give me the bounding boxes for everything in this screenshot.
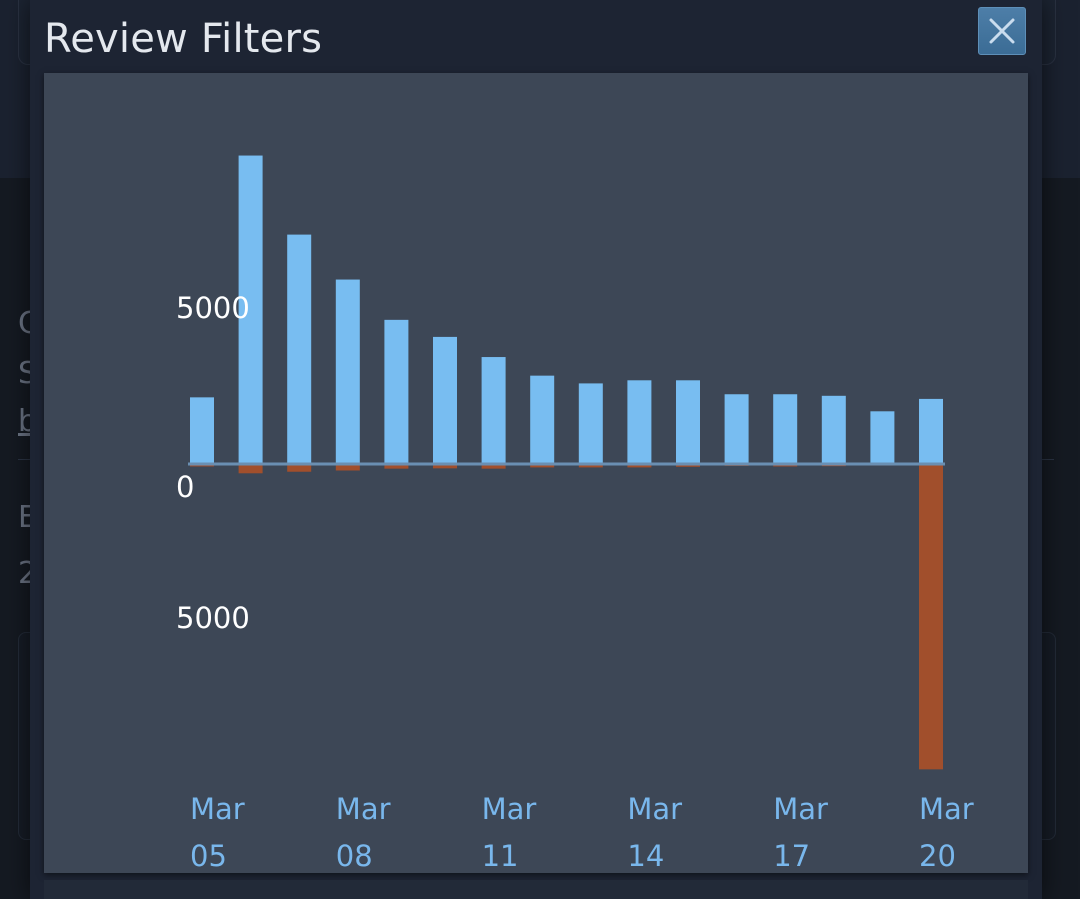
x-axis-tick-label-day: 14 xyxy=(627,839,664,873)
positive-review-bar xyxy=(384,319,409,464)
positive-review-bar xyxy=(335,279,360,464)
x-axis-tick-label-day: 20 xyxy=(919,839,956,873)
negative-review-bar xyxy=(238,464,263,474)
x-axis-tick-label-month: Mar xyxy=(482,792,537,826)
positive-review-bar xyxy=(190,397,214,464)
negative-review-bar xyxy=(384,464,409,469)
positive-review-bar xyxy=(481,357,506,464)
y-axis-tick-label: 0 xyxy=(176,470,194,504)
positive-review-bar xyxy=(287,234,312,464)
dialog-footer-strip xyxy=(44,880,1028,899)
dialog-title: Review Filters xyxy=(44,16,323,62)
negative-review-bar xyxy=(433,464,457,469)
x-axis-tick-label-month: Mar xyxy=(336,792,391,826)
x-axis-tick-label-month: Mar xyxy=(919,792,974,826)
positive-review-bar xyxy=(919,398,943,464)
x-axis-tick-label-month: Mar xyxy=(190,792,245,826)
y-axis-tick-label: 5000 xyxy=(176,601,250,635)
negative-review-bar xyxy=(627,464,652,468)
x-axis-tick-label-day: 05 xyxy=(190,839,227,873)
review-filters-dialog: Review Filters 5000 0 5000 Mar 05 Mar 08 Mar 11 M… xyxy=(30,0,1042,899)
negative-review-bar xyxy=(481,464,506,469)
positive-review-bar xyxy=(870,411,895,464)
x-axis-tick-label-day: 17 xyxy=(773,839,810,873)
negative-review-bar xyxy=(287,464,312,472)
positive-review-bar xyxy=(821,395,846,464)
positive-review-bar xyxy=(530,375,555,464)
negative-review-bar xyxy=(335,464,360,471)
review-histogram-chart: 5000 0 5000 Mar 05 Mar 08 Mar 11 Mar 14 Mar 17 Mar 20 xyxy=(176,155,974,873)
negative-review-bar xyxy=(919,464,943,770)
positive-review-bar xyxy=(676,380,700,464)
negative-review-bar xyxy=(578,464,603,468)
review-histogram-panel: 5000 0 5000 Mar 05 Mar 08 Mar 11 Mar 14 Mar 17 Mar 20 xyxy=(44,73,1028,873)
positive-review-bar xyxy=(773,394,798,464)
close-button[interactable] xyxy=(978,7,1026,55)
x-axis-tick-label-month: Mar xyxy=(627,792,682,826)
close-icon xyxy=(989,18,1015,44)
negative-review-bar xyxy=(530,464,555,468)
x-axis-tick-label-month: Mar xyxy=(773,792,828,826)
positive-review-bar xyxy=(433,336,457,464)
positive-review-bar xyxy=(724,394,749,464)
x-axis-tick-label-day: 08 xyxy=(336,839,373,873)
x-axis-tick-label-day: 11 xyxy=(482,839,519,873)
y-axis-tick-label: 5000 xyxy=(176,291,250,325)
positive-review-bar xyxy=(578,383,603,464)
positive-review-bar xyxy=(238,155,263,465)
positive-review-bar xyxy=(627,380,652,464)
